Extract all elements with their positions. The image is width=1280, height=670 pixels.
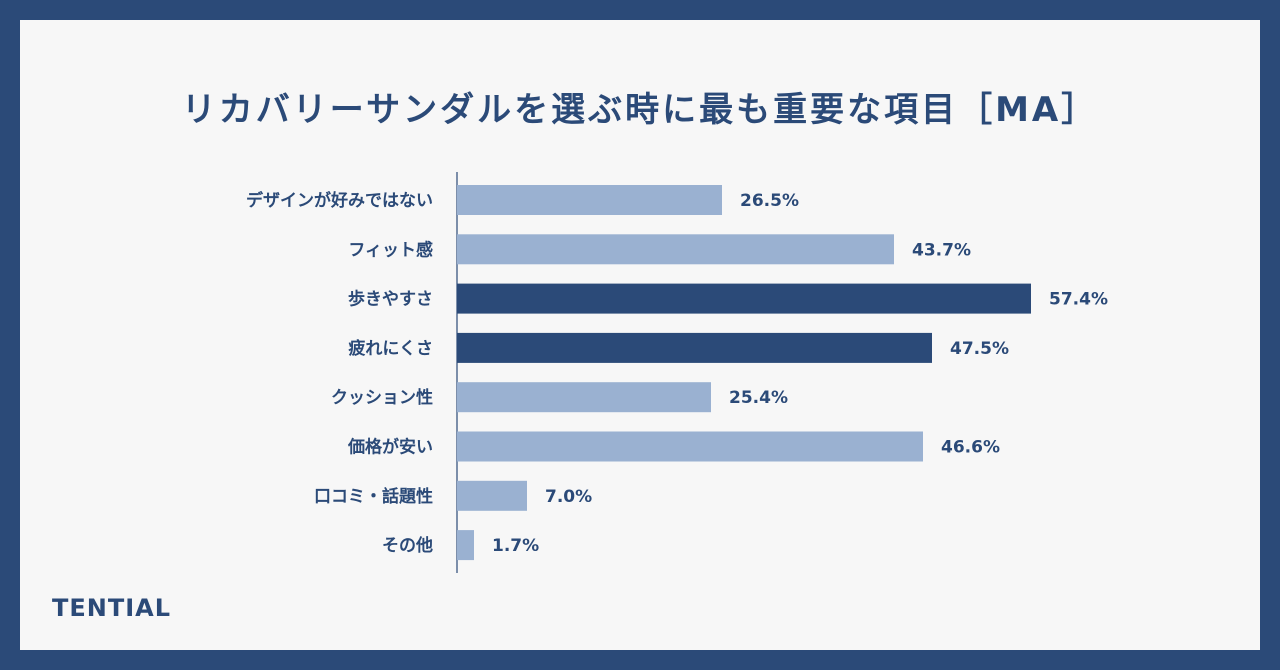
category-label-5: 価格が安い <box>347 437 433 458</box>
value-label-7: 1.7% <box>492 536 539 556</box>
bar-chart: デザインが好みではない 26.5% フィット感 43.7% 歩きやすさ 57.4% 疲れにく… <box>246 172 1108 573</box>
value-label-1: 43.7% <box>912 240 971 260</box>
bar-2 <box>457 283 1031 314</box>
value-label-6: 7.0% <box>545 487 592 507</box>
bar-6 <box>457 480 527 511</box>
brand-logo: TENTIAL <box>52 594 172 622</box>
bar-0 <box>457 185 722 215</box>
category-label-6: 口コミ・話題性 <box>314 486 433 507</box>
category-label-0: デザインが好みではない <box>246 190 433 211</box>
bar-5 <box>457 431 923 462</box>
category-label-7: その他 <box>382 535 433 556</box>
chart-card: リカバリーサンダルを選ぶ時に最も重要な項目［MA］ デザインが好みではない 26.… <box>20 20 1260 650</box>
value-label-2: 57.4% <box>1049 290 1108 310</box>
category-label-2: 歩きやすさ <box>348 289 433 310</box>
bar-7 <box>457 530 474 561</box>
category-label-4: クッション性 <box>331 387 433 408</box>
category-label-1: フィット感 <box>348 239 433 260</box>
value-label-5: 46.6% <box>941 438 1000 458</box>
value-label-4: 25.4% <box>729 388 788 408</box>
bar-4 <box>457 382 711 413</box>
category-label-3: 疲れにくさ <box>348 338 433 359</box>
value-label-3: 47.5% <box>950 339 1009 359</box>
chart-title: リカバリーサンダルを選ぶ時に最も重要な項目［MA］ <box>181 90 1099 130</box>
value-label-0: 26.5% <box>740 191 799 211</box>
bar-3 <box>457 332 932 363</box>
bar-1 <box>457 234 894 265</box>
